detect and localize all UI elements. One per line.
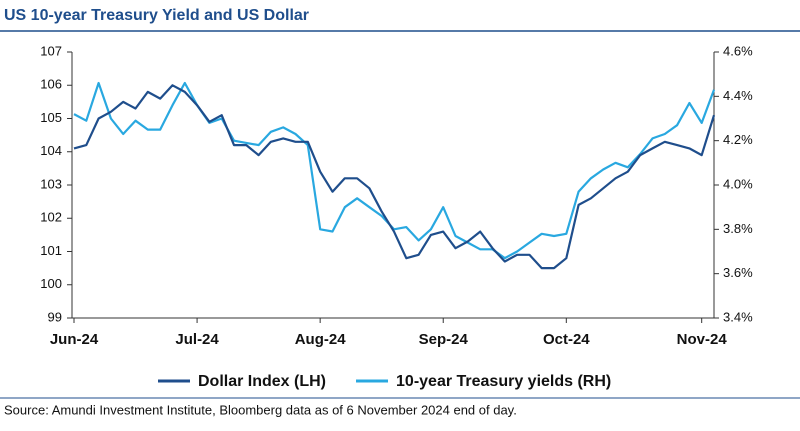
y2-tick-label: 3.8%: [723, 221, 753, 236]
y2-tick-label: 4.4%: [723, 88, 753, 103]
y-tick-label: 106: [40, 77, 62, 92]
y2-tick-label: 4.0%: [723, 176, 753, 191]
x-tick-label: Jun-24: [50, 331, 99, 348]
y-tick-label: 102: [40, 210, 62, 225]
x-tick-label: Nov-24: [677, 331, 728, 348]
legend-label: Dollar Index (LH): [198, 373, 326, 390]
y-tick-label: 100: [40, 276, 62, 291]
x-tick-label: Jul-24: [175, 331, 219, 348]
y2-tick-label: 4.6%: [723, 43, 753, 58]
y2-tick-label: 3.4%: [723, 309, 753, 324]
x-tick-label: Sep-24: [419, 331, 469, 348]
y-tick-label: 101: [40, 243, 62, 258]
source-note: Source: Amundi Investment Institute, Blo…: [4, 402, 517, 417]
legend-label: 10-year Treasury yields (RH): [396, 373, 611, 390]
series-line: [73, 84, 716, 270]
y-tick-label: 107: [40, 43, 62, 58]
y2-tick-label: 4.2%: [723, 132, 753, 147]
x-tick-label: Oct-24: [543, 331, 590, 348]
y-tick-label: 105: [40, 110, 62, 125]
y-tick-label: 104: [40, 143, 62, 158]
y-tick-label: 99: [48, 309, 62, 324]
y-tick-label: 103: [40, 176, 62, 191]
y2-tick-label: 3.6%: [723, 265, 753, 280]
x-tick-label: Aug-24: [295, 331, 346, 348]
chart-title: US 10-year Treasury Yield and US Dollar: [4, 7, 309, 24]
